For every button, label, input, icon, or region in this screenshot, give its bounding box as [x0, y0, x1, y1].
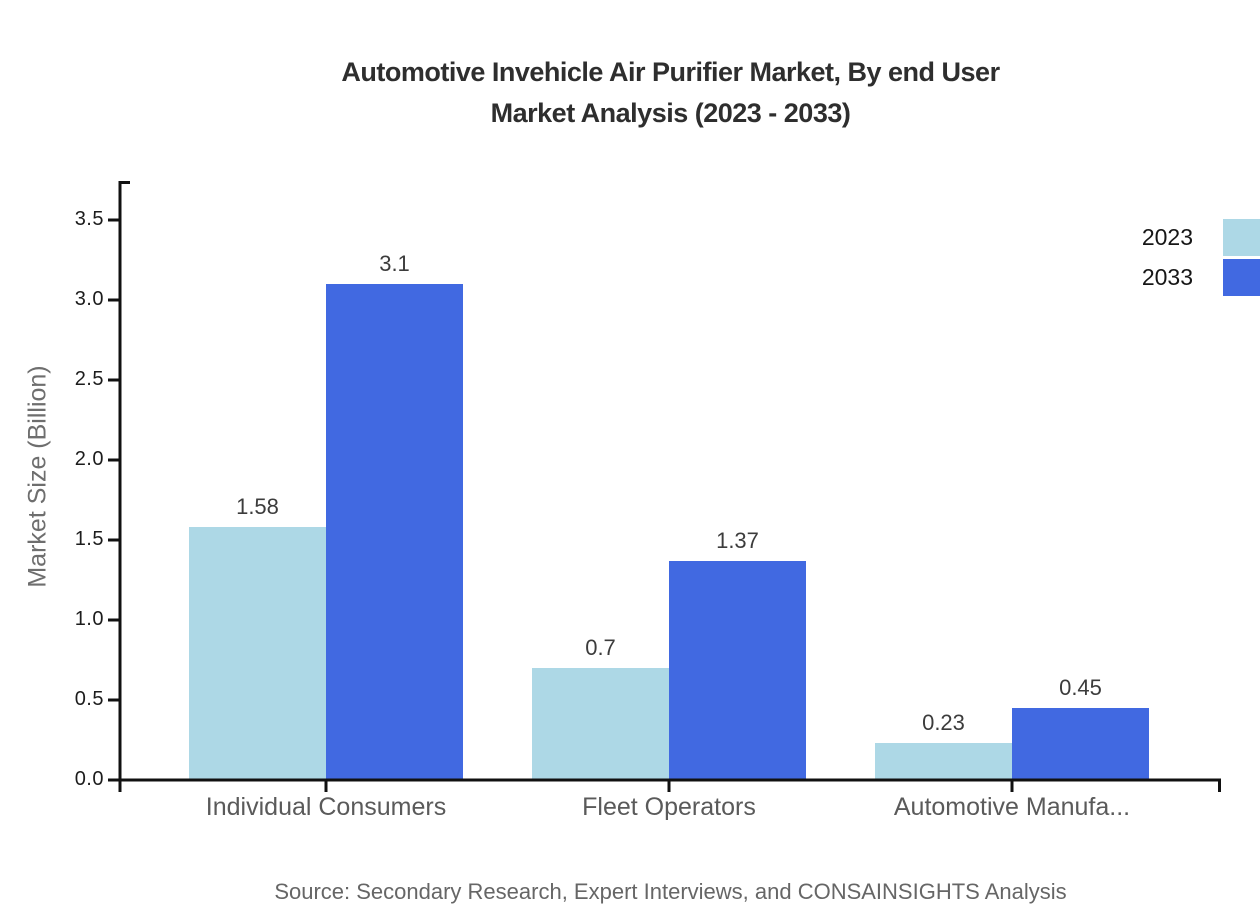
bar-value-label: 0.45: [1059, 675, 1102, 700]
bar-value-label: 1.58: [236, 494, 279, 520]
y-tick-label: 1.5: [74, 528, 104, 550]
y-tick-label: 0.5: [74, 688, 104, 710]
legend-swatch: [1223, 219, 1260, 256]
x-category-label: Individual Consumers: [205, 793, 447, 821]
bar-2033-2: [1012, 708, 1149, 780]
bar-2023-2: [875, 743, 1012, 780]
y-tick-label: 0.0: [74, 768, 104, 790]
bar-value-label: 0.23: [922, 710, 965, 736]
legend-label: 2023: [1141, 224, 1193, 250]
legend-label: 2033: [1141, 264, 1193, 290]
y-tick-label: 1.0: [74, 608, 104, 630]
legend-swatch: [1223, 259, 1260, 296]
bar-2023-0: [189, 527, 326, 780]
bar-2023-1: [532, 668, 669, 780]
y-tick-label: 2.0: [74, 448, 104, 470]
bar-2033-1: [669, 560, 806, 780]
legend: 2023 2033: [1142, 219, 1260, 299]
bar-value-label: 0.7: [585, 635, 616, 660]
x-category-label: Fleet Operators: [582, 793, 756, 821]
bar-2033-0: [326, 284, 463, 780]
source-attribution: Source: Secondary Research, Expert Inter…: [274, 879, 1067, 904]
x-category-label: Automotive Manufa...: [893, 793, 1131, 821]
chart-title-line1: Automotive Invehicle Air Purifier Market…: [341, 57, 1000, 87]
legend-row-2023: 2023: [1142, 219, 1260, 256]
legend-row-2033: 2033: [1142, 259, 1260, 296]
bar-value-label: 1.37: [716, 527, 759, 553]
y-tick-label: 3.0: [74, 288, 104, 310]
y-tick-label: 2.5: [74, 368, 104, 390]
y-tick-label: 3.5: [74, 208, 104, 230]
bar-value-label: 3.1: [379, 251, 410, 276]
chart-title-line2: Market Analysis (2023 - 2033): [490, 98, 851, 128]
chart-title: Automotive Invehicle Air Purifier Market…: [120, 52, 1221, 134]
